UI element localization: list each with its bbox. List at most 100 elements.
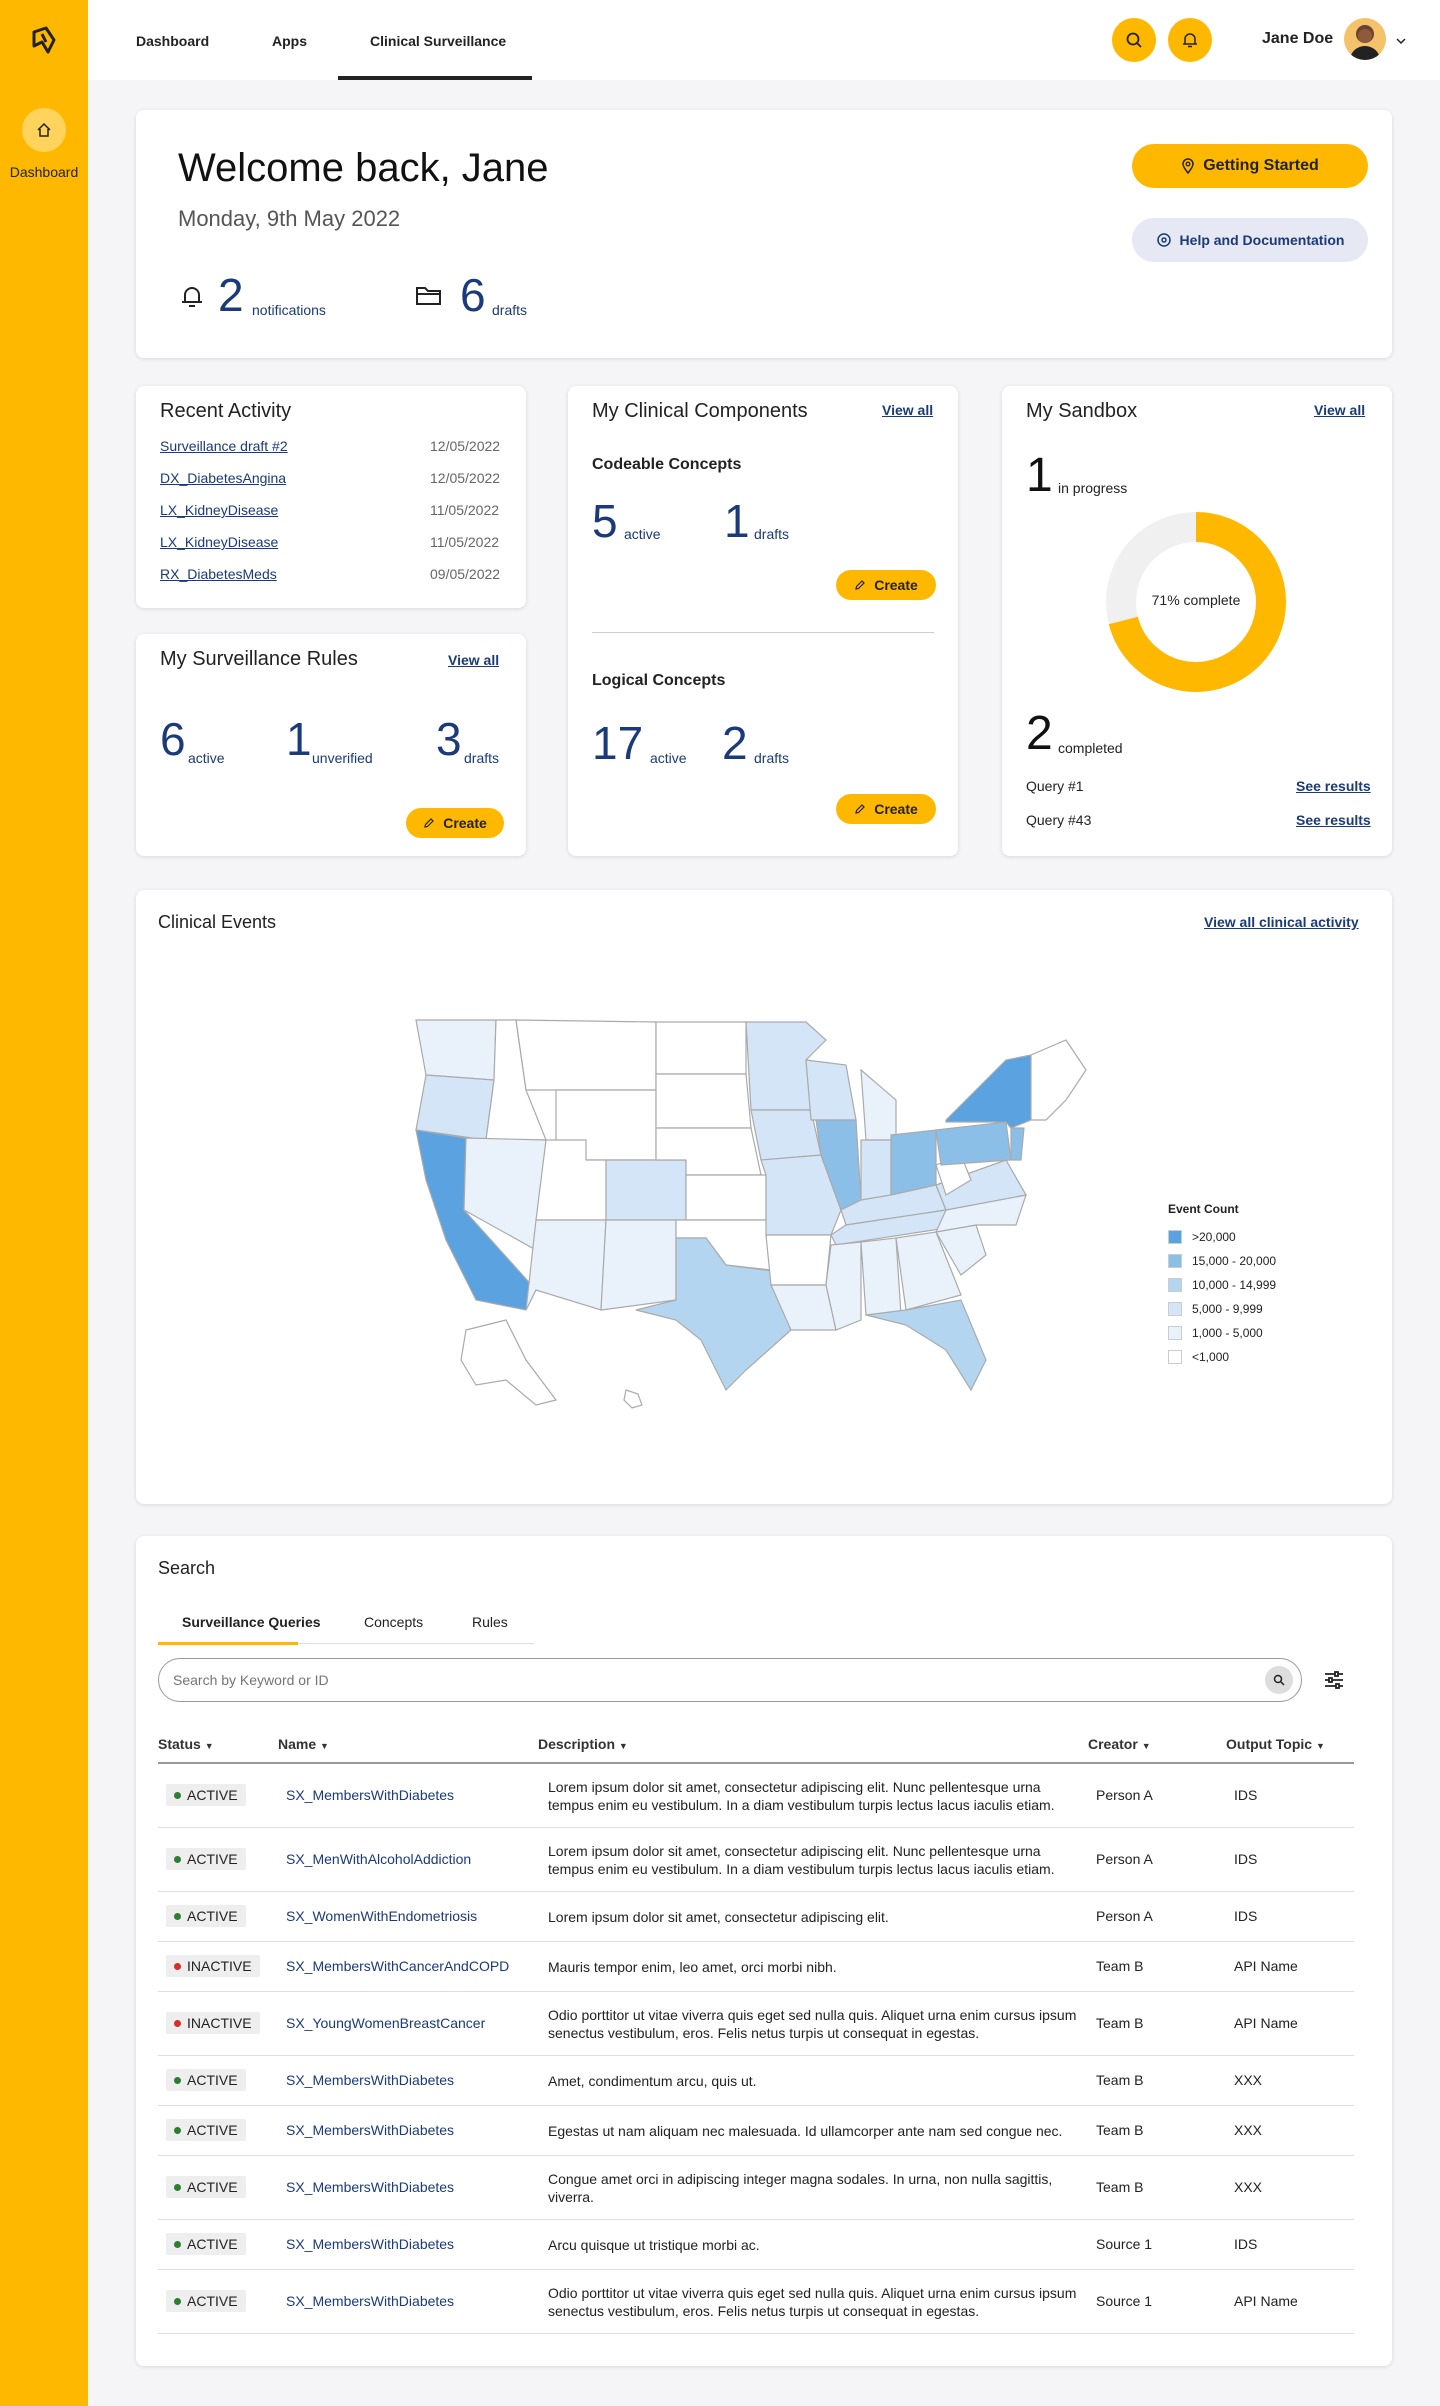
table-row[interactable]: ACTIVE SX_MembersWithDiabetes Lorem ipsum … — [158, 1764, 1354, 1828]
rules-unverified-count[interactable]: 1 — [286, 713, 312, 765]
status-badge: ACTIVE — [166, 1784, 246, 1806]
sort-icon: ▼ — [618, 1741, 628, 1751]
activity-item-link[interactable]: RX_DiabetesMeds — [160, 566, 277, 582]
status-badge: ACTIVE — [166, 2119, 246, 2141]
search-input[interactable] — [173, 1669, 1233, 1691]
search-title: Search — [158, 1558, 216, 1578]
table-row[interactable]: INACTIVE SX_MembersWithCancerAndCOPD Mauri… — [158, 1942, 1354, 1992]
chevron-down-icon[interactable] — [1396, 32, 1406, 50]
legend-label: >20,000 — [1192, 1230, 1236, 1244]
completed-count[interactable]: 2 — [1026, 707, 1053, 760]
query-name-link[interactable]: SX_MembersWithDiabetes — [286, 2293, 455, 2309]
in-progress-count[interactable]: 1 — [1026, 449, 1053, 502]
column-header-creator[interactable]: Creator ▼ — [1088, 1736, 1151, 1752]
table-row[interactable]: INACTIVE SX_YoungWomenBreastCancer Odio po… — [158, 1992, 1354, 2056]
search-icon — [1273, 1674, 1285, 1686]
components-view-all-link[interactable]: View all — [882, 402, 934, 418]
table-row[interactable]: ACTIVE SX_MenWithAlcoholAddiction Lorem ip… — [158, 1828, 1354, 1892]
codeable-drafts-count[interactable]: 1 — [724, 495, 750, 547]
rules-active-count[interactable]: 6 — [160, 713, 186, 765]
activity-item-date: 12/05/2022 — [430, 470, 501, 486]
drafts-count[interactable]: 6 — [460, 269, 486, 321]
nav-tab-clinical-surveillance[interactable]: Clinical Surveillance — [370, 33, 507, 49]
query-name-link[interactable]: SX_MenWithAlcoholAddiction — [286, 1851, 472, 1867]
query-name-link[interactable]: SX_MembersWithDiabetes — [286, 2236, 455, 2252]
query-description: Congue amet orci in adipiscing integer m… — [548, 2171, 1053, 2205]
tab-concepts[interactable]: Concepts — [364, 1614, 424, 1630]
divider — [592, 632, 934, 633]
rules-view-all-link[interactable]: View all — [448, 652, 500, 668]
query-creator: Team B — [1096, 2015, 1144, 2031]
activity-item-link[interactable]: Surveillance draft #2 — [160, 438, 288, 454]
query-name-link[interactable]: SX_MembersWithDiabetes — [286, 1787, 455, 1803]
user-name[interactable]: Jane Doe — [1262, 30, 1334, 47]
codeable-active-count[interactable]: 5 — [592, 495, 618, 547]
map-state-washington — [415, 1019, 497, 1081]
dashboard-nav-button[interactable] — [22, 108, 66, 152]
rules-create-button[interactable]: Create — [406, 808, 504, 838]
table-row[interactable]: ACTIVE SX_WomenWithEndometriosis Lorem ips… — [158, 1892, 1354, 1942]
nav-tab-apps[interactable]: Apps — [272, 33, 307, 49]
table-row[interactable]: ACTIVE SX_MembersWithDiabetes Congue amet … — [158, 2156, 1354, 2220]
filter-settings-icon[interactable] — [1322, 1668, 1346, 1697]
query-name-link[interactable]: SX_MembersWithDiabetes — [286, 2072, 455, 2088]
query-creator: Source 1 — [1096, 2236, 1153, 2252]
map-state-north-dakota — [655, 1021, 747, 1075]
welcome-title: Welcome back, Jane — [178, 146, 549, 190]
logical-drafts-label: drafts — [754, 750, 790, 766]
view-all-clinical-activity-link[interactable]: View all clinical activity — [1204, 914, 1359, 930]
map-state-florida — [865, 1299, 987, 1392]
activity-item-link[interactable]: DX_DiabetesAngina — [160, 470, 287, 486]
notifications-label[interactable]: notifications — [252, 302, 326, 318]
tab-rules[interactable]: Rules — [472, 1614, 508, 1630]
query-name: Query #1 — [1026, 778, 1084, 794]
logical-active-count[interactable]: 17 — [592, 717, 644, 769]
status-dot — [174, 2019, 181, 2027]
clinical-components-card: My Clinical Components View all Codeable… — [568, 386, 958, 856]
table-row[interactable]: ACTIVE SX_MembersWithDiabetes Arcu quisque… — [158, 2220, 1354, 2270]
sandbox-view-all-link[interactable]: View all — [1314, 402, 1366, 418]
see-results-link[interactable]: See results — [1296, 812, 1371, 828]
table-row[interactable]: ACTIVE SX_MembersWithDiabetes Odio porttit… — [158, 2270, 1354, 2334]
logical-drafts-count[interactable]: 2 — [722, 717, 748, 769]
legend-swatch — [1168, 1278, 1182, 1292]
column-header-output-topic[interactable]: Output Topic ▼ — [1226, 1736, 1325, 1752]
legend-swatch — [1168, 1254, 1182, 1268]
map-state-arkansas — [765, 1234, 832, 1286]
legend-swatch — [1168, 1230, 1182, 1244]
activity-item-link[interactable]: LX_KidneyDisease — [160, 502, 279, 518]
map-state-oregon — [415, 1074, 495, 1141]
table-row[interactable]: ACTIVE SX_MembersWithDiabetes Amet, condim… — [158, 2056, 1354, 2106]
nav-tab-dashboard[interactable]: Dashboard — [136, 33, 210, 49]
search-submit-button[interactable] — [1265, 1666, 1293, 1694]
query-name-link[interactable]: SX_MembersWithCancerAndCOPD — [286, 1958, 510, 1974]
avatar[interactable] — [1344, 18, 1386, 60]
query-name-link[interactable]: SX_MembersWithDiabetes — [286, 2122, 455, 2138]
getting-started-button[interactable]: Getting Started — [1132, 144, 1368, 188]
map-state-mississippi — [825, 1241, 862, 1331]
logo-icon[interactable] — [28, 24, 60, 56]
map-state-alabama — [860, 1237, 902, 1316]
surveillance-rules-title: My Surveillance Rules — [160, 648, 358, 670]
logical-create-button[interactable]: Create — [836, 794, 936, 824]
query-description: Lorem ipsum dolor sit amet, consectetur … — [548, 1843, 1055, 1877]
query-name-link[interactable]: SX_MembersWithDiabetes — [286, 2179, 455, 2195]
column-header-name[interactable]: Name ▼ — [278, 1736, 329, 1752]
notifications-count[interactable]: 2 — [218, 269, 244, 321]
codeable-create-button[interactable]: Create — [836, 570, 936, 600]
status-label: ACTIVE — [187, 2179, 238, 2195]
column-header-status[interactable]: Status ▼ — [158, 1736, 214, 1752]
notifications-button[interactable] — [1168, 18, 1212, 62]
see-results-link[interactable]: See results — [1296, 778, 1371, 794]
column-header-description[interactable]: Description ▼ — [538, 1736, 628, 1752]
search-button[interactable] — [1112, 18, 1156, 62]
activity-item-link[interactable]: LX_KidneyDisease — [160, 534, 279, 550]
tab-surveillance-queries[interactable]: Surveillance Queries — [182, 1614, 321, 1630]
help-documentation-button[interactable]: Help and Documentation — [1132, 218, 1368, 262]
us-map[interactable] — [406, 1010, 1266, 1430]
table-row[interactable]: ACTIVE SX_MembersWithDiabetes Egestas ut n… — [158, 2106, 1354, 2156]
query-name-link[interactable]: SX_WomenWithEndometriosis — [286, 1908, 478, 1924]
query-name-link[interactable]: SX_YoungWomenBreastCancer — [286, 2015, 486, 2031]
rules-drafts-count[interactable]: 3 — [436, 713, 462, 765]
drafts-label[interactable]: drafts — [492, 302, 528, 318]
